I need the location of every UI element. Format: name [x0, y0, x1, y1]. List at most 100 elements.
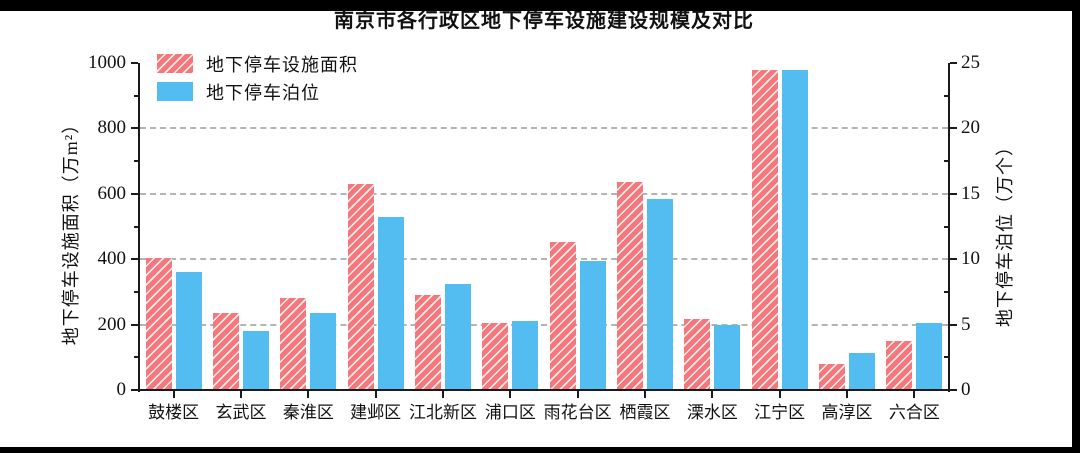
y-tick-left: [131, 389, 138, 391]
y-tick-right: [950, 258, 957, 261]
y-tick-left: [131, 192, 138, 195]
x-tick: [846, 391, 848, 398]
bar-parking-berth-鼓楼区: [175, 272, 202, 390]
y-tick-label-right: 5: [961, 313, 971, 335]
x-tick: [172, 391, 175, 398]
y-tick-label-left: 200: [97, 313, 127, 335]
letterbox-bottom-bar: [0, 447, 1080, 453]
y-minor-tick-right: [944, 290, 948, 293]
y-minor-tick-left: [134, 225, 138, 228]
gridline: [140, 258, 948, 261]
bar-facility-area-江宁区: [751, 69, 778, 390]
y-minor-tick-right: [944, 225, 948, 228]
x-tick-label-秦淮区: 秦淮区: [282, 403, 334, 422]
x-tick-label-栖霞区: 栖霞区: [619, 403, 671, 422]
letterbox-right-bar: [1072, 0, 1080, 453]
y-minor-tick-left: [134, 160, 138, 163]
x-tick: [576, 391, 579, 398]
gridline: [140, 192, 948, 195]
x-tick-label-鼓楼区: 鼓楼区: [148, 403, 200, 422]
y-tick-right: [950, 323, 957, 326]
right-axis-title: 地下停车泊位（万个）: [995, 137, 1015, 327]
y-tick-left: [131, 127, 138, 130]
x-tick: [442, 391, 444, 398]
legend-item-berth: 地下停车泊位: [157, 82, 358, 103]
x-tick: [644, 391, 646, 398]
bar-facility-area-溧水区: [684, 318, 711, 390]
y-tick-label-right: 0: [961, 379, 971, 400]
y-tick-left: [131, 258, 138, 261]
x-tick-label-雨花台区: 雨花台区: [543, 403, 612, 422]
bar-parking-berth-栖霞区: [647, 199, 673, 390]
bar-facility-area-建邺区: [347, 183, 374, 390]
y-tick-right: [950, 389, 957, 391]
y-tick-label-right: 10: [961, 248, 980, 270]
y-tick-label-left: 800: [97, 117, 127, 139]
bar-facility-area-六合区: [886, 340, 913, 390]
bar-parking-berth-江北新区: [445, 284, 471, 390]
chart-title: 南京市各行政区地下停车设施建设规模及对比: [334, 10, 754, 32]
y-tick-label-right: 20: [961, 117, 980, 139]
bar-parking-berth-玄武区: [243, 331, 269, 390]
bar-facility-area-鼓楼区: [145, 257, 172, 390]
legend-item-area: 地下停车设施面积: [157, 54, 358, 75]
legend: 地下停车设施面积 地下停车泊位: [157, 54, 358, 110]
bar-parking-berth-建邺区: [377, 217, 404, 390]
bar-facility-area-高淳区: [819, 364, 845, 390]
y-tick-label-left: 600: [97, 182, 127, 204]
x-tick-label-江宁区: 江宁区: [754, 403, 806, 422]
x-tick-label-浦口区: 浦口区: [484, 403, 536, 422]
y-tick-label-left: 400: [97, 248, 127, 270]
x-tick-label-溧水区: 溧水区: [686, 403, 738, 422]
bar-parking-berth-溧水区: [714, 324, 741, 390]
x-tick: [913, 391, 916, 398]
legend-swatch-area-icon: [157, 54, 193, 73]
y-axis-right-spine: [948, 63, 950, 392]
bar-facility-area-玄武区: [213, 313, 239, 390]
x-tick-label-六合区: 六合区: [888, 403, 940, 422]
legend-label-area: 地下停车设施面积: [206, 54, 358, 75]
x-tick-label-江北新区: 江北新区: [409, 403, 477, 422]
y-tick-right: [950, 192, 957, 195]
bar-parking-berth-江宁区: [781, 69, 808, 390]
y-minor-tick-left: [134, 290, 138, 293]
bar-parking-berth-浦口区: [512, 320, 539, 390]
bar-facility-area-栖霞区: [617, 182, 643, 390]
bar-parking-berth-秦淮区: [310, 312, 337, 390]
y-minor-tick-left: [134, 356, 138, 359]
legend-label-berth: 地下停车泊位: [206, 82, 320, 103]
y-tick-label-left: 0: [116, 379, 127, 400]
x-tick-label-建邺区: 建邺区: [350, 403, 402, 422]
letterbox-top-bar: [0, 0, 1080, 11]
y-tick-label-right: 25: [961, 52, 980, 73]
bar-parking-berth-高淳区: [849, 353, 875, 390]
bar-facility-area-江北新区: [415, 295, 441, 390]
gridline: [140, 127, 948, 130]
y-tick-label-right: 15: [961, 182, 980, 204]
x-axis-spine: [138, 389, 950, 391]
x-tick: [240, 391, 242, 398]
legend-swatch-berth-icon: [157, 82, 193, 101]
x-tick: [307, 391, 310, 398]
y-axis-left-spine: [138, 63, 140, 392]
y-minor-tick-right: [944, 356, 948, 359]
y-tick-right: [950, 127, 957, 130]
bar-facility-area-秦淮区: [280, 298, 307, 390]
left-axis-title: 地下停车设施面积（万m²）: [61, 114, 81, 346]
y-minor-tick-right: [944, 160, 948, 163]
x-tick: [374, 391, 377, 398]
y-tick-right: [950, 62, 957, 64]
gridline: [140, 323, 948, 326]
bar-facility-area-浦口区: [482, 322, 509, 390]
y-tick-left: [131, 62, 138, 64]
x-tick-label-高淳区: 高淳区: [821, 403, 873, 422]
x-tick: [778, 391, 781, 398]
y-tick-label-left: 1000: [88, 52, 126, 73]
x-tick: [509, 391, 512, 398]
y-minor-tick-left: [134, 94, 138, 97]
x-tick: [711, 391, 714, 398]
bar-parking-berth-雨花台区: [579, 260, 606, 390]
y-minor-tick-right: [944, 94, 948, 97]
y-tick-left: [131, 323, 138, 326]
